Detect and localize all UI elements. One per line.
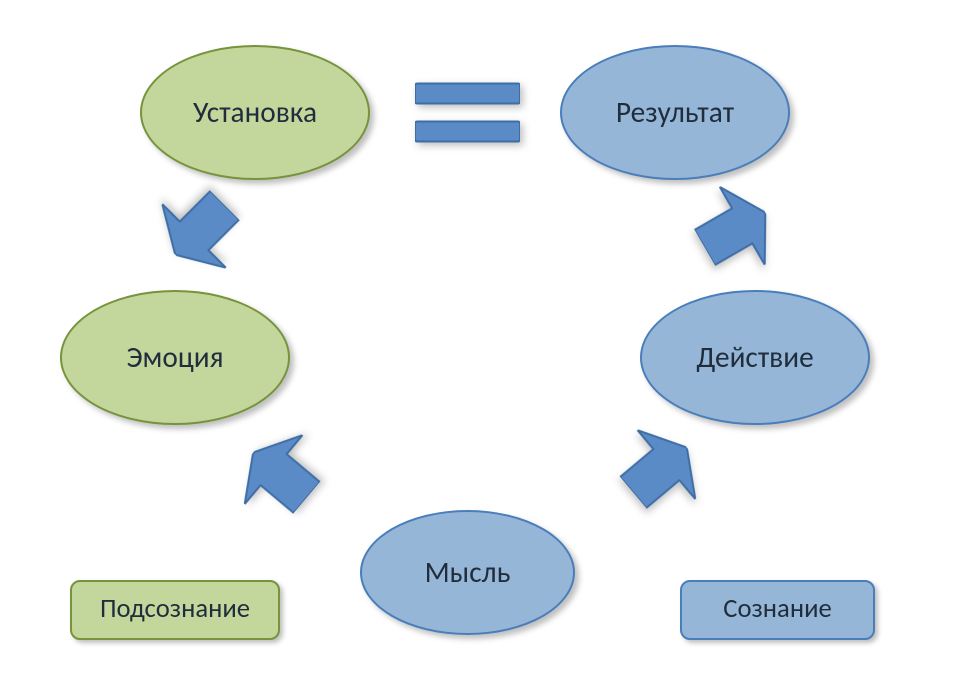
diagram-canvas: Установка Результат Эмоция Действие Мысль Под… xyxy=(0,0,967,673)
node-label-ustanovka: Установка xyxy=(193,96,317,128)
arrow-a3 xyxy=(604,413,715,527)
equals-icon xyxy=(415,80,520,145)
node-mysl: Мысль xyxy=(360,510,575,635)
node-rezultat: Результат xyxy=(560,45,790,180)
node-label-deystviye: Действие xyxy=(696,341,813,373)
node-ustanovka: Установка xyxy=(140,45,370,180)
node-label-soznanie: Сознание xyxy=(723,595,832,624)
node-label-emotsiya: Эмоция xyxy=(126,341,223,373)
node-soznanie: Сознание xyxy=(680,580,875,640)
arrow-a2 xyxy=(224,418,335,532)
node-podsoznan: Подсознание xyxy=(70,580,280,640)
node-emotsiya: Эмоция xyxy=(60,290,290,425)
node-label-podsoznan: Подсознание xyxy=(100,595,250,624)
arrow-a4 xyxy=(682,174,788,287)
arrow-a1 xyxy=(143,173,256,286)
node-label-rezultat: Результат xyxy=(616,96,734,128)
node-deystviye: Действие xyxy=(640,290,870,425)
node-label-mysl: Мысль xyxy=(425,556,511,588)
